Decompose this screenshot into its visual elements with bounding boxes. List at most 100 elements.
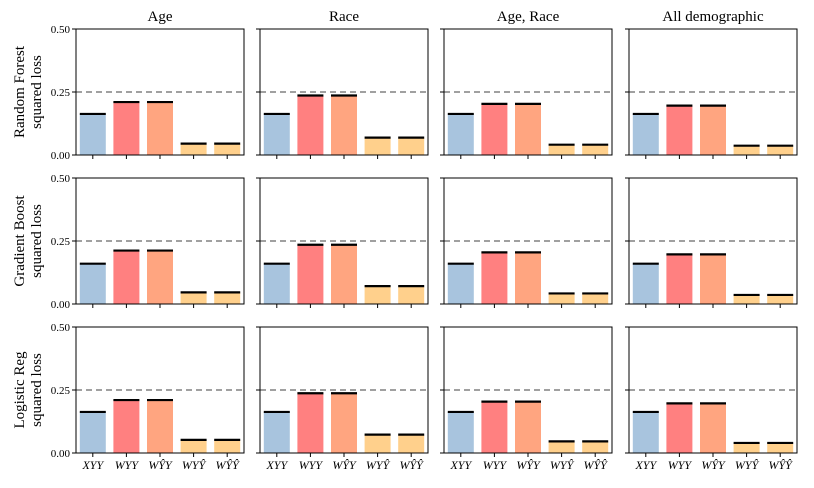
y-tick-label: 0.00: [51, 448, 71, 460]
bar: [398, 286, 425, 304]
panel: [256, 177, 429, 308]
bar: [700, 105, 726, 155]
x-tick-label: XYY: [265, 458, 288, 472]
x-tick-label: WYY: [483, 458, 508, 472]
bar: [767, 442, 794, 453]
panel: 0.00 0.25 0.50: [51, 24, 245, 162]
bar: [515, 401, 541, 453]
row-label-line: Gradient Boost: [12, 195, 28, 287]
x-tick-label: WŶŶ: [584, 458, 609, 472]
axes-frame: [259, 177, 429, 305]
bar: [364, 434, 391, 453]
axes-frame: [628, 177, 798, 305]
x-tick-label: WŶY: [332, 458, 357, 472]
bar: [364, 286, 391, 304]
bar: [700, 254, 726, 304]
panel: XYY WYY WŶY WYŶ WŶŶ: [440, 326, 613, 472]
column-title: Age, Race: [497, 9, 560, 25]
column-title: Age: [148, 9, 173, 25]
axes-frame: [628, 326, 798, 454]
bar: [297, 95, 324, 155]
column-title: All demographic: [662, 9, 764, 25]
bar: [582, 144, 609, 155]
row-label: Gradient Boost squared loss: [12, 195, 45, 287]
axes-frame: [75, 28, 245, 156]
bar: [180, 143, 207, 155]
panel: [625, 28, 798, 159]
bar: [666, 254, 693, 304]
panel: XYY WYY WŶY WYŶ WŶŶ: [625, 326, 798, 472]
bar: [548, 441, 575, 453]
x-tick-label: WŶŶ: [769, 458, 794, 472]
bar: [147, 400, 173, 453]
x-tick-label: WYY: [668, 458, 693, 472]
bar: [666, 105, 693, 155]
bar: [214, 143, 241, 155]
axes-frame: [443, 177, 613, 305]
row-label: Random Forest squared loss: [12, 45, 45, 138]
y-tick-label: 0.25: [51, 87, 71, 99]
panel: [625, 177, 798, 308]
axes-frame: [259, 28, 429, 156]
bar: [297, 393, 324, 453]
bar: [79, 113, 106, 155]
bar: [548, 144, 575, 155]
x-tick-label: WYŶ: [366, 458, 391, 472]
row-label-line: squared loss: [29, 55, 45, 129]
axes-frame: [75, 177, 245, 305]
row-label-line: squared loss: [29, 353, 45, 427]
y-tick-label: 0.25: [51, 385, 71, 397]
row-label: Logistic Reg squared loss: [12, 351, 45, 429]
bar: [79, 263, 106, 304]
panel: [440, 28, 613, 159]
bar: [447, 263, 474, 304]
bar: [263, 411, 290, 453]
y-tick-label: 0.25: [51, 236, 71, 248]
bar: [481, 401, 508, 453]
bar: [113, 400, 140, 453]
x-tick-label: WŶŶ: [216, 458, 241, 472]
bar: [733, 442, 760, 453]
bar: [481, 252, 508, 304]
panel: [440, 177, 613, 308]
x-tick-label: WYŶ: [550, 458, 575, 472]
bar: [147, 102, 173, 155]
bar: [447, 411, 474, 453]
bar: [331, 95, 357, 155]
axes-frame: [75, 326, 245, 454]
bar: [666, 403, 693, 453]
y-tick-label: 0.50: [51, 322, 71, 334]
row-label-line: squared loss: [29, 204, 45, 278]
x-tick-label: WYŶ: [735, 458, 760, 472]
bar: [515, 252, 541, 304]
bar: [582, 293, 609, 304]
bar: [398, 137, 425, 155]
x-tick-label: WŶŶ: [400, 458, 425, 472]
x-tick-label: WŶY: [148, 458, 173, 472]
axes-frame: [628, 28, 798, 156]
bar: [147, 250, 173, 304]
axes-frame: [443, 28, 613, 156]
x-tick-label: XYY: [81, 458, 104, 472]
panel: 0.00 0.25 0.50 XYY WYY WŶY WYŶ WŶŶ: [51, 322, 245, 472]
x-tick-label: WŶY: [701, 458, 726, 472]
bar: [180, 292, 207, 304]
bar: [632, 113, 659, 155]
x-tick-label: WYY: [299, 458, 324, 472]
bar: [632, 411, 659, 453]
bar: [767, 294, 794, 304]
bar: [398, 434, 425, 453]
bar: [113, 102, 140, 155]
bar: [700, 403, 726, 453]
bar: [447, 113, 474, 155]
bar: [481, 103, 508, 155]
bar: [331, 393, 357, 453]
x-tick-label: WŶY: [516, 458, 541, 472]
bar: [331, 244, 357, 304]
y-tick-label: 0.00: [51, 150, 71, 162]
bar: [733, 145, 760, 155]
panel: 0.00 0.25 0.50: [51, 173, 245, 311]
bar: [364, 137, 391, 155]
bar: [548, 293, 575, 304]
